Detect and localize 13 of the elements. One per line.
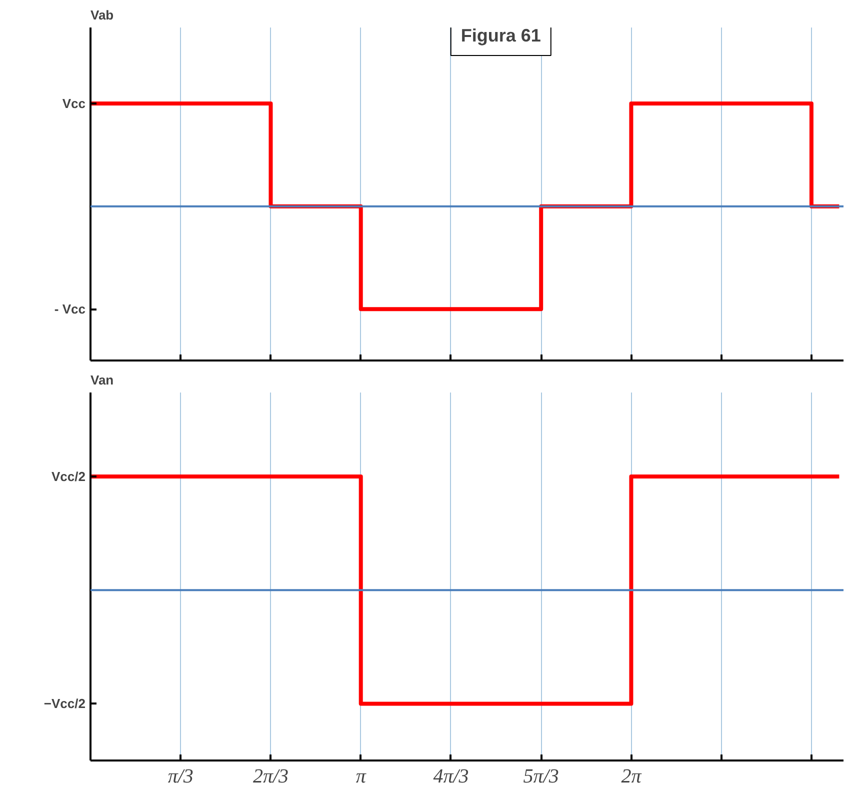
text: Vcc/2	[52, 469, 86, 484]
x-tick-label: π/3	[168, 766, 194, 788]
text: Figura 61	[460, 26, 541, 46]
x-tick-label: π	[356, 766, 367, 788]
x-tick-label: 2π	[621, 766, 642, 788]
chart-title: Vab	[90, 8, 114, 22]
x-tick-label: 4π/3	[433, 766, 469, 788]
text: Vcc	[62, 96, 86, 112]
x-tick-label: 2π/3	[252, 766, 289, 788]
text: −Vcc/2	[44, 696, 86, 712]
text: - Vcc	[54, 302, 86, 317]
chart-title: Van	[90, 372, 114, 388]
x-tick-label: 5π/3	[523, 766, 559, 788]
